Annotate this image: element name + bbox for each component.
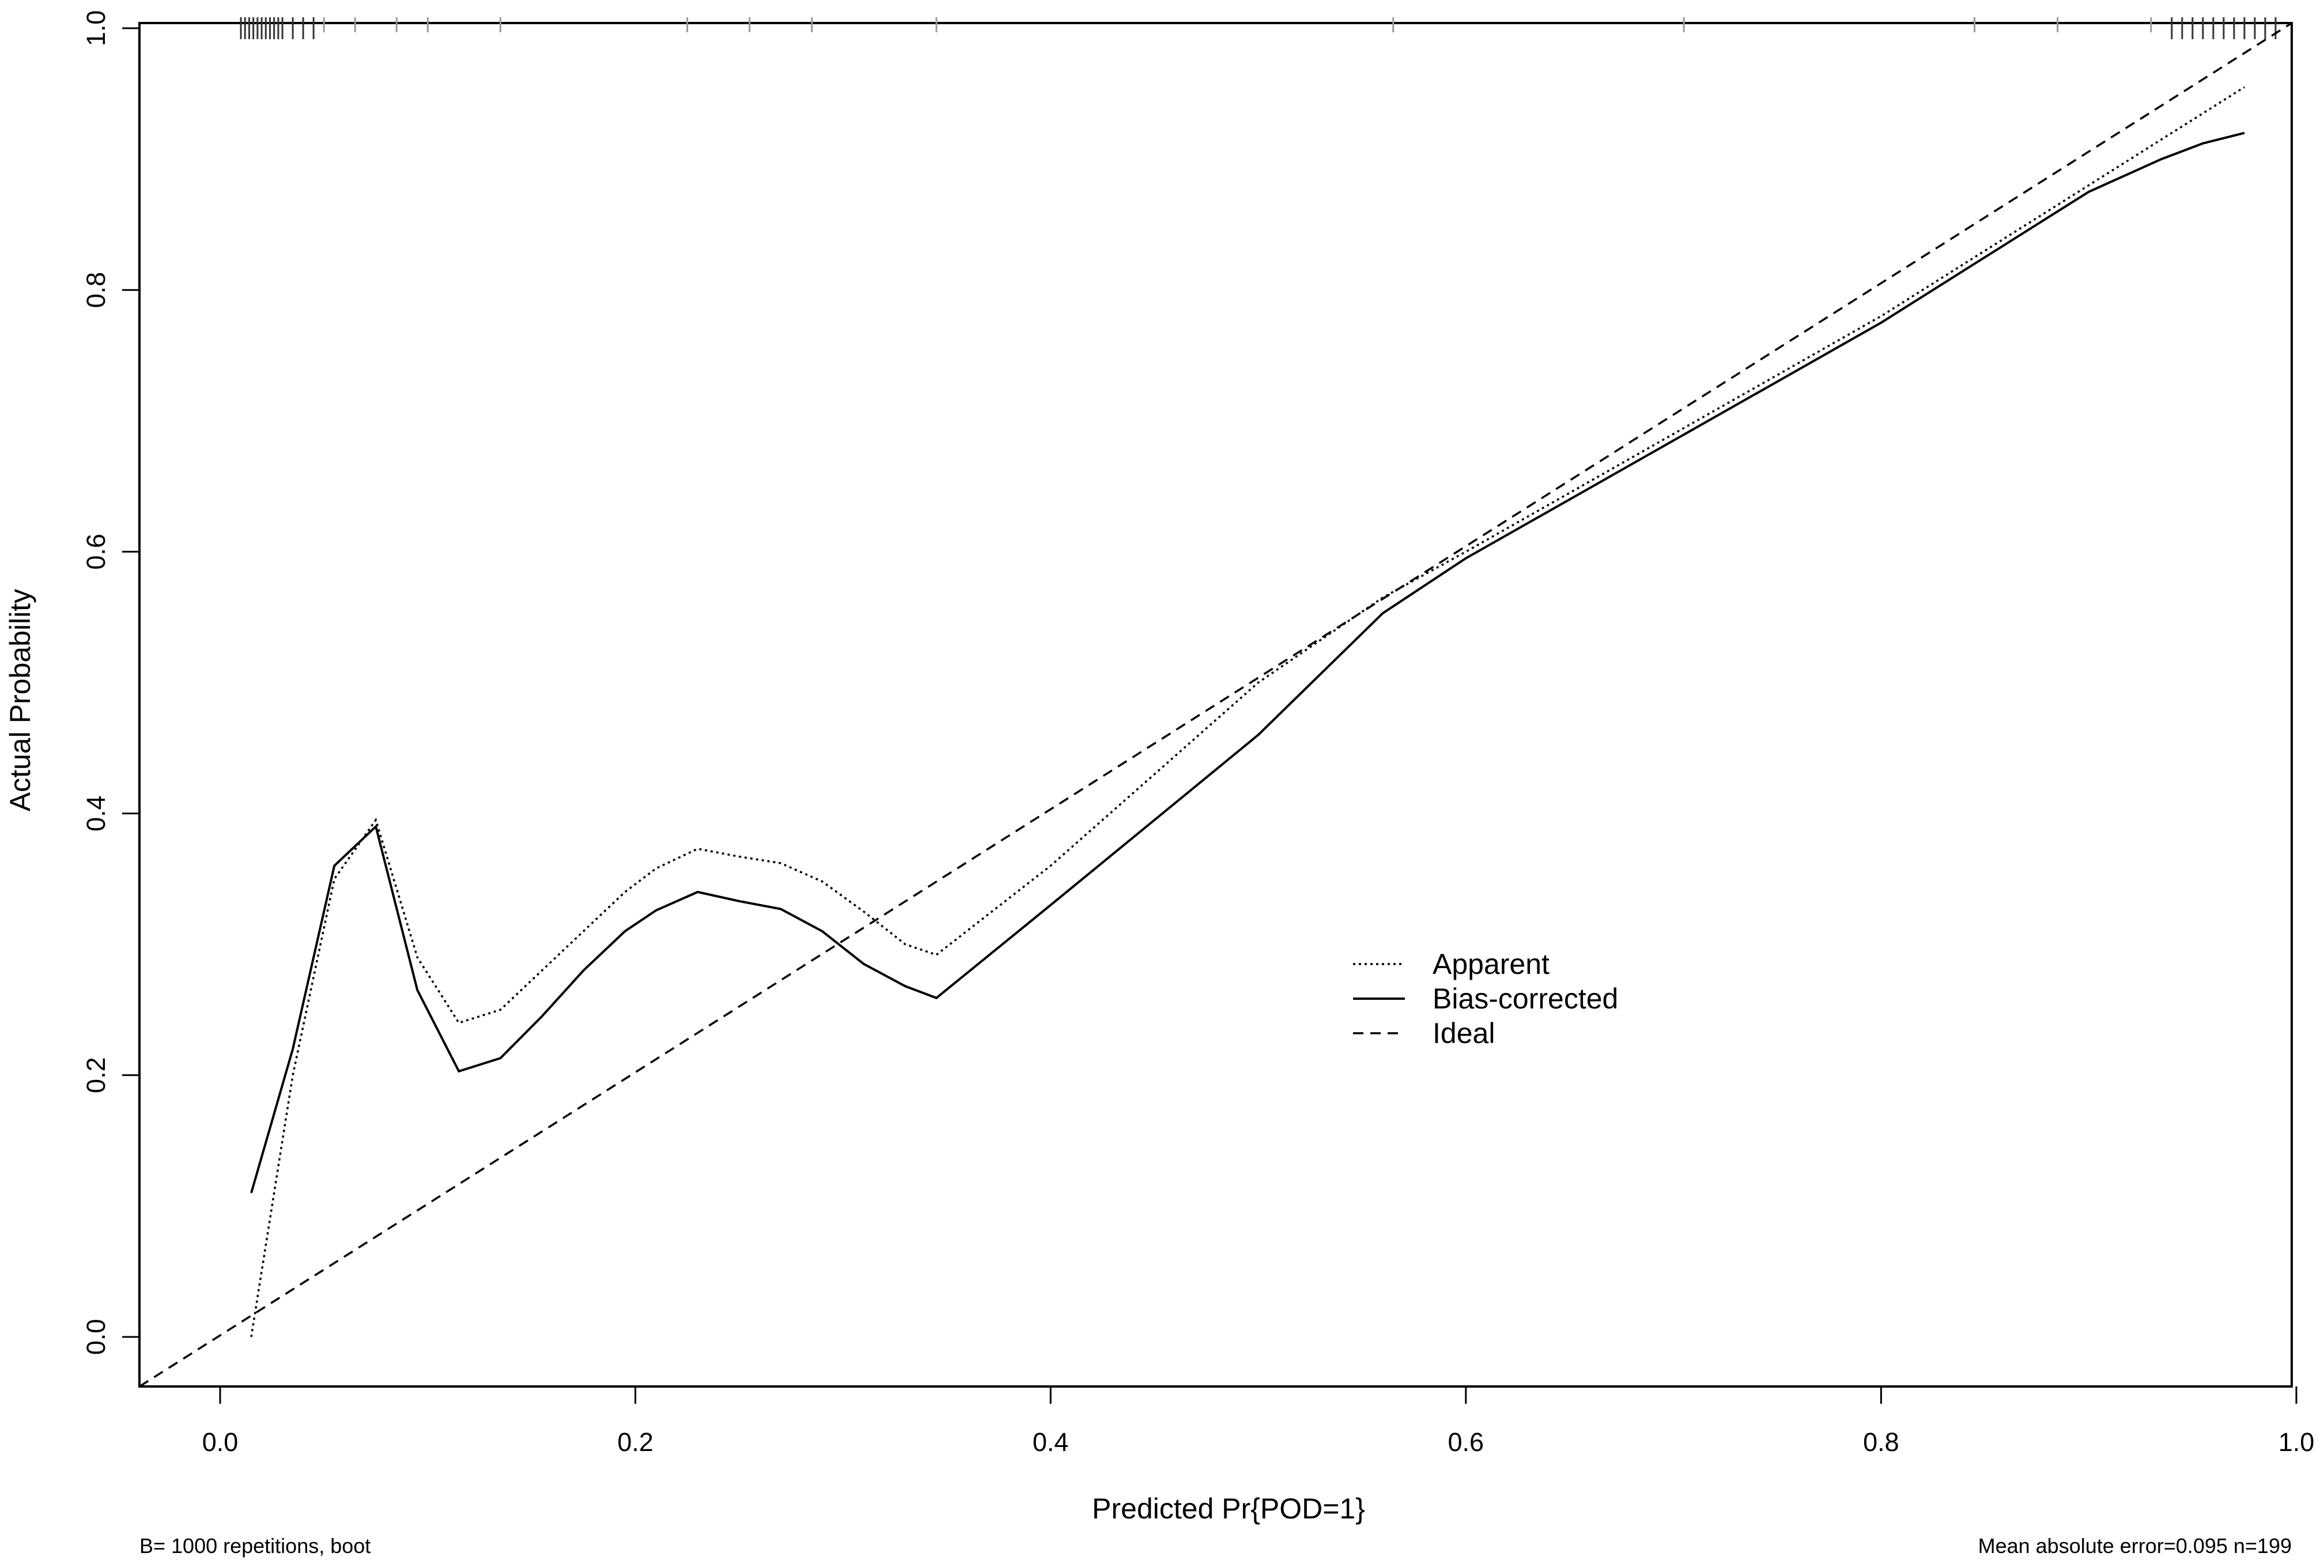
legend: Apparent Bias-corrected Ideal xyxy=(1353,948,1618,1049)
footnote-left: B= 1000 repetitions, boot xyxy=(139,1534,371,1558)
x-axis-title: Predicted Pr{POD=1} xyxy=(1092,1493,1365,1525)
y-tick-label: 0.0 xyxy=(81,1319,111,1355)
legend-label-bias-corrected: Bias-corrected xyxy=(1433,983,1618,1015)
y-tick-label: 0.2 xyxy=(81,1057,111,1094)
x-tick-label: 0.2 xyxy=(617,1427,653,1457)
bias-corrected-line xyxy=(250,131,2245,1193)
y-tick-label: 0.4 xyxy=(81,795,111,832)
apparent-line xyxy=(250,86,2245,1337)
x-tick-label: 0.8 xyxy=(1863,1427,1899,1457)
y-tick-label: 0.8 xyxy=(81,272,111,308)
axis-ticks xyxy=(122,27,2297,1404)
x-tick-label: 1.0 xyxy=(2278,1427,2315,1457)
ideal-line xyxy=(139,22,2292,1388)
plot-frame xyxy=(138,22,2293,1388)
x-tick-label: 0.6 xyxy=(1448,1427,1484,1457)
y-tick-label: 1.0 xyxy=(81,10,111,47)
rug-marks xyxy=(240,17,2277,39)
x-tick-label: 0.4 xyxy=(1033,1427,1069,1457)
legend-label-apparent: Apparent xyxy=(1433,948,1550,980)
x-tick-label: 0.0 xyxy=(202,1427,239,1457)
y-axis-title: Actual Probability xyxy=(4,589,36,811)
footnote-right: Mean absolute error=0.095 n=199 xyxy=(1978,1534,2292,1558)
legend-label-ideal: Ideal xyxy=(1433,1017,1495,1049)
y-tick-label: 0.6 xyxy=(81,534,111,570)
